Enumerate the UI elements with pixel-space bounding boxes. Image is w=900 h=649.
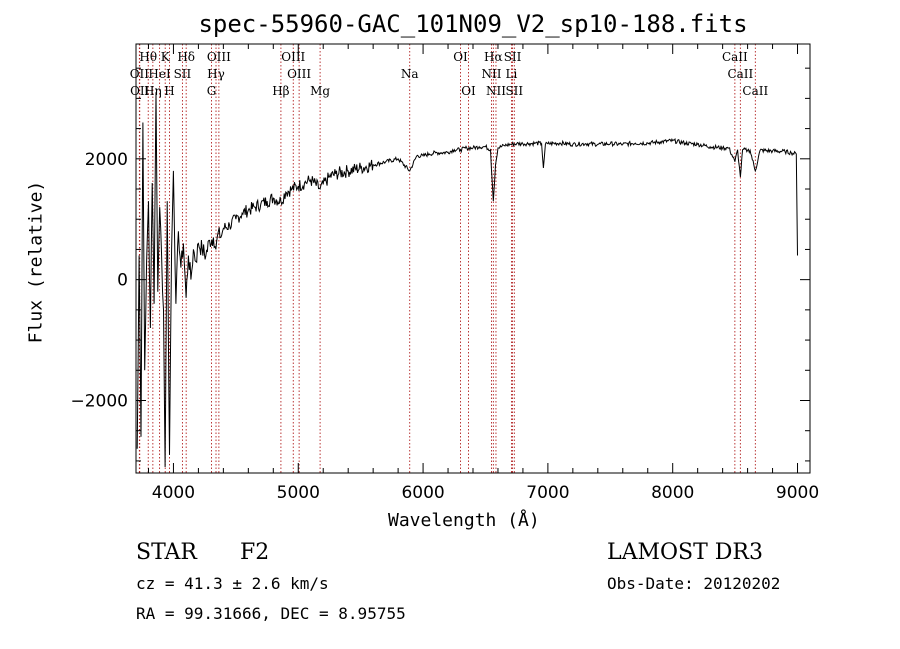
line-marker-label: SII: [504, 50, 522, 64]
line-marker-label: NII: [481, 67, 501, 81]
x-tick-label: 4000: [152, 483, 195, 503]
x-tick-label: 9000: [776, 483, 819, 503]
line-marker-label: OIII: [281, 50, 305, 64]
y-tick-label: 0: [117, 271, 128, 291]
line-marker-label: HeI: [148, 67, 171, 81]
line-marker-label: OIII: [207, 50, 231, 64]
emission-line-markers: [138, 44, 756, 473]
y-axis-label: Flux (relative): [25, 180, 47, 344]
line-marker-label: OI: [453, 50, 468, 64]
line-marker-label: CaII: [742, 84, 768, 98]
spectrum-line: [136, 92, 798, 468]
line-marker-label: Hγ: [207, 67, 225, 81]
x-tick-label: 6000: [401, 483, 444, 503]
line-marker-label: G: [207, 84, 217, 98]
chart-title: spec-55960-GAC_101N09_V2_sp10-188.fits: [198, 10, 748, 38]
line-marker-label: Li: [506, 67, 518, 81]
y-tick-label: 2000: [85, 150, 128, 170]
line-marker-label: CaII: [727, 67, 753, 81]
line-marker-label: H: [164, 84, 174, 98]
line-marker-label: SII: [505, 84, 523, 98]
line-marker-label: Mg: [310, 84, 330, 98]
tick-labels: 4000 5000 6000 7000 8000 9000 −2000 0 2000: [70, 150, 819, 503]
line-marker-label: OII: [130, 84, 150, 98]
line-marker-label: Hδ: [177, 50, 195, 64]
line-marker-label: SII: [174, 67, 192, 81]
plot-frame: [135, 43, 811, 474]
coordinates: RA = 99.31666, DEC = 8.95755: [136, 604, 406, 623]
line-marker-label: OI: [461, 84, 476, 98]
line-marker-label: Hθ: [139, 50, 157, 64]
line-marker-label: K: [161, 50, 171, 64]
x-tick-label: 8000: [651, 483, 694, 503]
x-axis-label: Wavelength (Å): [388, 510, 540, 531]
line-marker-label: Na: [401, 67, 419, 81]
line-marker-label: Hα: [484, 50, 503, 64]
redshift-value: cz = 41.3 ± 2.6 km/s: [136, 574, 329, 593]
object-type: STAR: [136, 540, 197, 565]
line-marker-label: OIII: [287, 67, 311, 81]
line-marker-label: Hβ: [272, 84, 289, 98]
x-tick-label: 7000: [526, 483, 569, 503]
x-tick-label: 5000: [277, 483, 320, 503]
line-marker-label: Hη: [144, 84, 162, 98]
tick-marks: [136, 44, 810, 473]
y-tick-label: −2000: [70, 391, 128, 411]
line-marker-label: CaII: [722, 50, 748, 64]
observation-date: Obs-Date: 20120202: [607, 574, 781, 593]
survey-name: LAMOST DR3: [607, 540, 763, 565]
line-marker-label: NII: [486, 84, 506, 98]
line-marker-label: OII: [130, 67, 150, 81]
spectral-subclass: F2: [240, 540, 270, 565]
